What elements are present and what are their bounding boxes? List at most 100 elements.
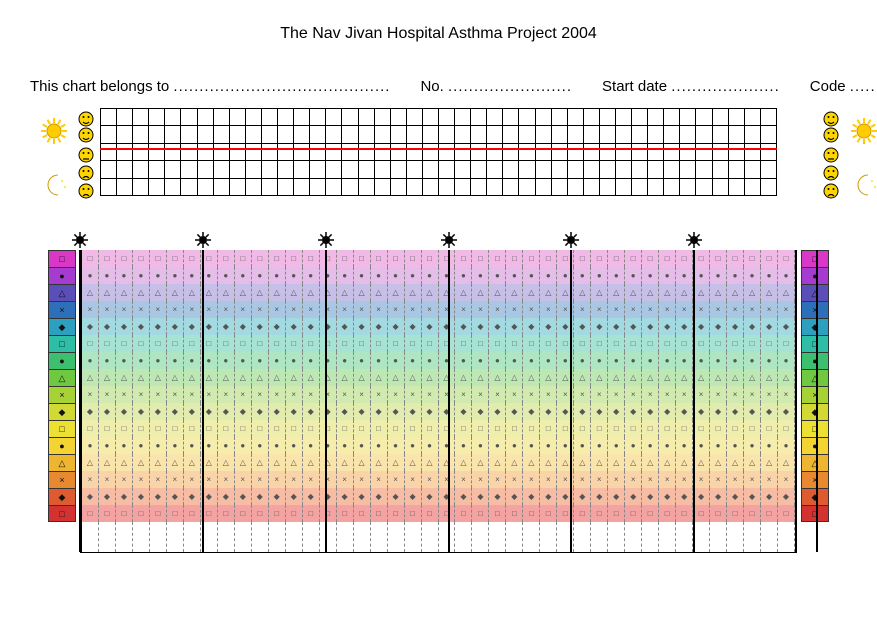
legend-cell: □ — [48, 250, 76, 267]
chart-cell: ● — [744, 267, 761, 284]
chart-cell: × — [116, 386, 133, 403]
chart-cell: ◆ — [286, 318, 303, 335]
chart-cell: □ — [218, 505, 235, 522]
chart-cell: □ — [693, 250, 710, 267]
chart-cell: ◆ — [744, 403, 761, 420]
chart-cell: □ — [405, 420, 422, 437]
chart-cell: ◆ — [82, 403, 99, 420]
chart-cell: × — [591, 386, 608, 403]
chart-cell: ◆ — [116, 403, 133, 420]
chart-cell: △ — [218, 284, 235, 301]
chart-cell: □ — [455, 420, 472, 437]
date-cell — [591, 522, 608, 552]
chart-cell: ● — [82, 267, 99, 284]
chart-cell: × — [472, 301, 489, 318]
chart-cell: △ — [422, 284, 439, 301]
chart-cell: ◆ — [405, 488, 422, 505]
chart-cell: ◆ — [388, 488, 405, 505]
chart-cell: □ — [506, 505, 523, 522]
peakflow-chart: □□□□□□□□□□□□□□□□□□□□□□□□□□□□□□□□□□□□□□□□… — [80, 250, 797, 522]
chart-cell: △ — [116, 454, 133, 471]
chart-cell: □ — [405, 335, 422, 352]
chart-cell: □ — [744, 335, 761, 352]
chart-cell: □ — [625, 505, 642, 522]
chart-cell: □ — [608, 420, 625, 437]
chart-cell: × — [591, 471, 608, 488]
chart-cell: △ — [184, 369, 201, 386]
chart-cell: ● — [354, 352, 371, 369]
chart-cell: ● — [642, 437, 659, 454]
legend-cell: ● — [48, 267, 76, 284]
chart-cell: △ — [337, 454, 354, 471]
chart-cell: × — [455, 386, 472, 403]
chart-cell: × — [489, 301, 506, 318]
chart-cell: □ — [540, 250, 557, 267]
week-marker-icon — [686, 232, 702, 248]
chart-cell: ◆ — [591, 318, 608, 335]
chart-cell: □ — [710, 250, 727, 267]
chart-cell: ● — [235, 437, 252, 454]
chart-cell: ◆ — [371, 488, 388, 505]
chart-cell: ● — [608, 267, 625, 284]
chart-cell: □ — [676, 250, 693, 267]
chart-cell: × — [727, 471, 744, 488]
date-cell — [642, 522, 659, 552]
week-divider — [325, 250, 327, 552]
chart-cell: △ — [455, 284, 472, 301]
chart-cell: × — [523, 471, 540, 488]
chart-cell: △ — [761, 454, 778, 471]
chart-cell: □ — [455, 335, 472, 352]
date-cell — [286, 522, 303, 552]
chart-cell: ◆ — [303, 318, 320, 335]
chart-cell: ◆ — [286, 488, 303, 505]
chart-cell: □ — [320, 505, 337, 522]
chart-cell: □ — [744, 250, 761, 267]
chart-cell: △ — [286, 369, 303, 386]
chart-cell: △ — [659, 284, 676, 301]
chart-cell: □ — [676, 420, 693, 437]
chart-cell: × — [252, 301, 269, 318]
chart-cell: □ — [659, 335, 676, 352]
date-cell — [744, 522, 761, 552]
chart-cell: ◆ — [591, 403, 608, 420]
date-cell — [761, 522, 778, 552]
chart-cell: × — [540, 301, 557, 318]
date-cell — [133, 522, 150, 552]
legend-cell: ◆ — [801, 318, 829, 335]
legend-cell: ● — [48, 352, 76, 369]
chart-cell: ● — [99, 267, 116, 284]
chart-cell: × — [727, 386, 744, 403]
chart-cell: ◆ — [167, 318, 184, 335]
chart-cell: □ — [184, 250, 201, 267]
moon-icon — [850, 171, 877, 204]
chart-cell: × — [693, 471, 710, 488]
chart-cell: × — [388, 301, 405, 318]
chart-cell: □ — [625, 335, 642, 352]
chart-cell: □ — [523, 335, 540, 352]
chart-cell: ◆ — [778, 318, 795, 335]
chart-cell: ● — [625, 267, 642, 284]
chart-cell: △ — [693, 369, 710, 386]
week-divider — [202, 250, 204, 552]
chart-cell: ● — [218, 437, 235, 454]
chart-cell: ◆ — [608, 403, 625, 420]
chart-cell: ◆ — [693, 318, 710, 335]
chart-cell: □ — [167, 420, 184, 437]
chart-cell: × — [337, 301, 354, 318]
chart-cell: ● — [184, 352, 201, 369]
peakflow-chart-section: □●△×◆□●△×◆□●△×◆□ □●△×◆□●△×◆□●△×◆□ □□□□□□… — [50, 220, 827, 560]
chart-cell: □ — [591, 335, 608, 352]
chart-cell: □ — [642, 250, 659, 267]
chart-cell: △ — [591, 369, 608, 386]
chart-cell: □ — [337, 420, 354, 437]
date-cell — [235, 522, 252, 552]
chart-cell: ◆ — [218, 488, 235, 505]
chart-cell: ● — [455, 267, 472, 284]
chart-cell: ◆ — [388, 318, 405, 335]
chart-cell: × — [82, 471, 99, 488]
legend-cell: □ — [801, 420, 829, 437]
chart-cell: × — [693, 301, 710, 318]
chart-cell: □ — [133, 335, 150, 352]
chart-cell: ● — [574, 352, 591, 369]
chart-cell: □ — [133, 420, 150, 437]
